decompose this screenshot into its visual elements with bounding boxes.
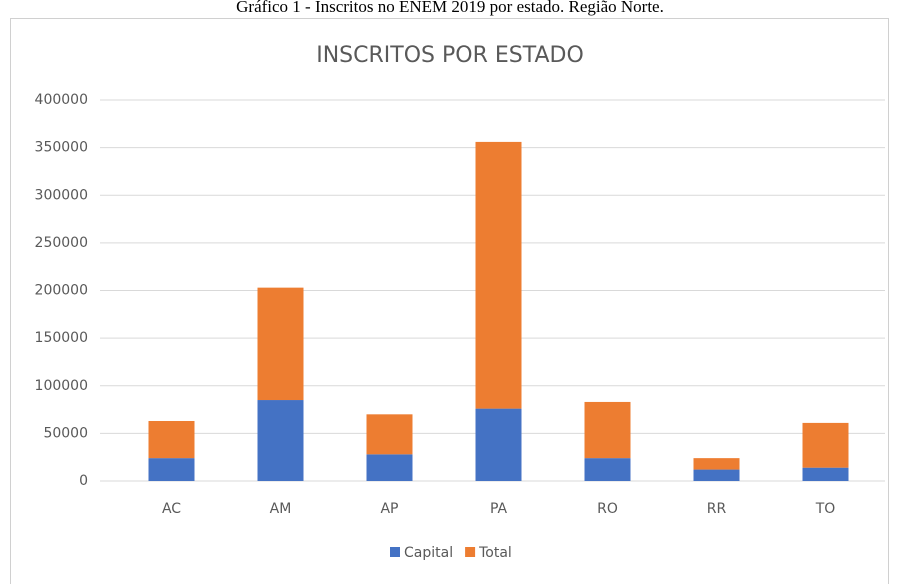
bar-segment (584, 401, 631, 459)
y-tick-label: 150000 (35, 330, 88, 346)
bar-segment (148, 458, 195, 481)
y-tick-label: 100000 (35, 378, 88, 394)
x-tick-label: AM (270, 501, 292, 517)
x-tick-label: TO (815, 501, 836, 517)
chart-title: INSCRITOS POR ESTADO (316, 43, 584, 68)
legend-swatch (390, 547, 400, 557)
y-tick-label: 200000 (35, 283, 88, 299)
y-tick-label: 50000 (43, 425, 88, 441)
y-tick-label: 250000 (35, 235, 88, 251)
x-tick-label: PA (490, 501, 508, 517)
y-tick-label: 350000 (35, 140, 88, 156)
legend-swatch (465, 547, 476, 557)
bar-segment (693, 469, 740, 481)
bar-segment (693, 458, 740, 470)
y-tick-label: 300000 (35, 187, 88, 203)
bar-segment (366, 414, 413, 455)
caption: Gráfico 1 - Inscritos no ENEM 2019 por e… (236, 0, 664, 16)
legend-label: Total (478, 545, 512, 561)
legend-label: Capital (404, 545, 453, 561)
x-tick-label: RR (707, 501, 727, 517)
bar-segment (148, 420, 195, 459)
bar-segment (584, 458, 631, 481)
bar-segment (366, 454, 413, 481)
bar-segment (257, 287, 304, 401)
x-tick-label: RO (597, 501, 618, 517)
chart-frame (10, 18, 889, 588)
y-tick-label: 400000 (35, 92, 88, 108)
bar-segment (475, 141, 522, 409)
bar-segment (257, 400, 304, 481)
x-tick-label: AP (380, 501, 398, 517)
bar-segment (802, 467, 849, 481)
bar-segment (802, 422, 849, 468)
bar-segment (475, 408, 522, 481)
y-tick-label: 0 (79, 473, 88, 489)
x-tick-label: AC (162, 501, 181, 517)
